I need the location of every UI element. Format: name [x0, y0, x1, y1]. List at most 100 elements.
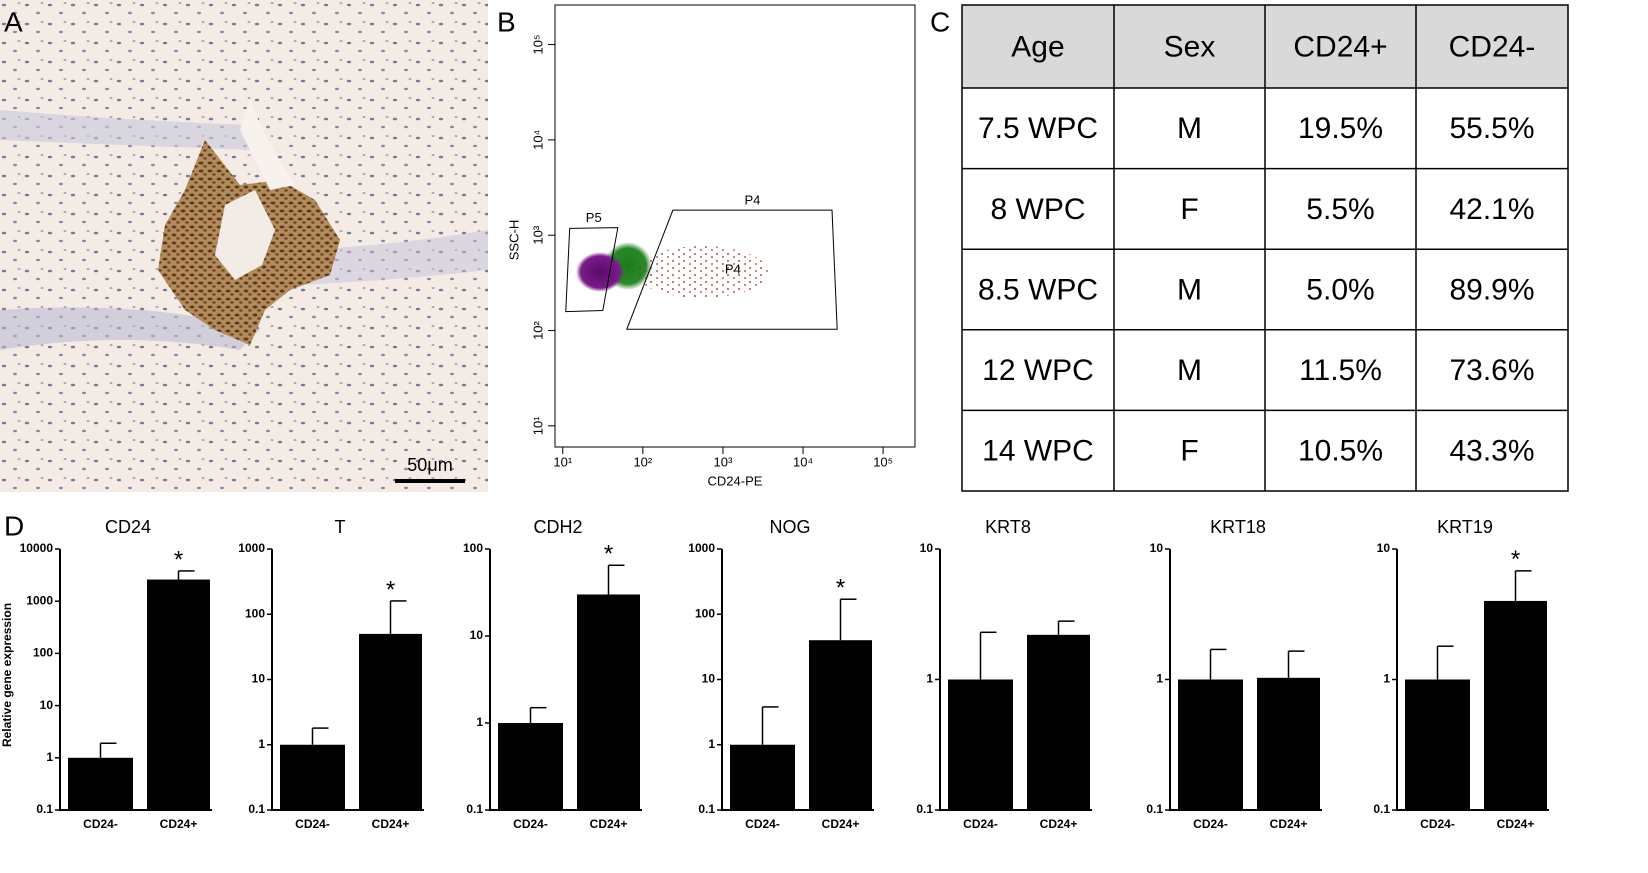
table-cell: M: [1177, 273, 1202, 306]
y-tick-label: 1: [926, 672, 933, 686]
table-cell: 7.5 WPC: [978, 112, 1098, 145]
gate: [565, 227, 619, 313]
event-clouds: [576, 242, 768, 298]
y-tick-label: 10: [1377, 541, 1391, 555]
bar: [280, 744, 345, 810]
y-tick-label: 1: [258, 737, 265, 751]
y-tick-label: 10: [252, 672, 266, 686]
table-header-cell: CD24+: [1293, 30, 1387, 63]
table-cell: 5.0%: [1306, 273, 1374, 306]
table-cell: 5.5%: [1306, 193, 1374, 226]
bar: [1027, 634, 1090, 810]
table-cell: 19.5%: [1298, 112, 1383, 145]
table-cell: M: [1177, 112, 1202, 145]
x-tick-label: CD24-: [963, 817, 998, 831]
table-cell: 8.5 WPC: [978, 273, 1098, 306]
y-tick-label: 1: [1156, 672, 1163, 686]
y-tick-label: 10: [920, 541, 934, 555]
plot-frame: [554, 4, 916, 448]
y-tick-label: 100: [463, 541, 483, 555]
x-tick-label: CD24+: [1270, 817, 1308, 831]
y-tick-label: 10: [702, 672, 716, 686]
table-cell: 10.5%: [1298, 435, 1383, 468]
x-tick-label: CD24-: [1193, 817, 1228, 831]
bar: [577, 594, 640, 810]
table-cell: 55.5%: [1449, 112, 1534, 145]
table-cell: F: [1180, 193, 1198, 226]
bar: [498, 723, 563, 810]
y-tick-label: 1000: [688, 541, 715, 555]
gate-label: P5: [586, 210, 602, 225]
x-tick-label: CD24+: [1497, 817, 1535, 831]
table-header-cell: Age: [1011, 30, 1064, 63]
x-tick-label: CD24+: [160, 817, 198, 831]
table-cell: 8 WPC: [990, 193, 1085, 226]
y-tick-label: 1: [476, 715, 483, 729]
panel-label: D: [4, 510, 24, 541]
bar: [1484, 600, 1547, 810]
population-label: P4: [725, 262, 741, 277]
bar: [809, 640, 872, 810]
x-tick-label: 10⁵: [873, 454, 893, 469]
x-tick-label: CD24+: [1040, 817, 1078, 831]
bar: [730, 744, 795, 810]
bar: [359, 633, 422, 810]
significance-mark: *: [386, 576, 395, 603]
y-tick-label: 0.1: [698, 802, 715, 816]
bar: [68, 757, 133, 810]
y-tick-label: 100: [245, 606, 265, 620]
y-tick-label: 0.1: [36, 802, 53, 816]
x-tick-label: CD24-: [1420, 817, 1455, 831]
significance-mark: *: [1511, 546, 1520, 573]
table-cell: M: [1177, 354, 1202, 387]
table-cell: 12 WPC: [982, 354, 1094, 387]
y-tick-label: 10³: [530, 225, 545, 244]
chart-title: NOG: [769, 517, 810, 537]
chart-title: CDH2: [533, 517, 582, 537]
y-axis-title: SSC-H: [506, 220, 521, 260]
x-tick-label: 10⁴: [793, 454, 813, 469]
significance-mark: *: [836, 575, 845, 602]
y-tick-label: 1000: [26, 593, 53, 607]
x-tick-label: CD24-: [513, 817, 548, 831]
y-tick-label: 0.1: [1146, 802, 1163, 816]
x-tick-label: 10³: [714, 454, 733, 469]
significance-mark: *: [174, 546, 183, 573]
table-cell: 89.9%: [1449, 273, 1534, 306]
gate: [626, 209, 838, 330]
bar: [1257, 677, 1320, 810]
y-tick-label: 10⁴: [530, 130, 545, 150]
x-tick-label: CD24-: [83, 817, 118, 831]
y-tick-label: 10¹: [530, 416, 545, 435]
x-tick-label: CD24-: [295, 817, 330, 831]
x-tick-label: 10¹: [553, 454, 572, 469]
histology-image: 50μm: [0, 0, 488, 492]
panel-label: B: [497, 6, 516, 37]
chart-title: T: [335, 517, 346, 537]
x-tick-label: CD24-: [745, 817, 780, 831]
y-tick-label: 100: [33, 646, 53, 660]
chart-title: KRT8: [985, 517, 1031, 537]
table-header-cell: Sex: [1164, 30, 1216, 63]
y-tick-label: 10²: [530, 320, 545, 339]
y-axis-title: Relative gene expression: [0, 603, 14, 747]
significance-mark: *: [604, 541, 613, 568]
y-tick-label: 1000: [238, 541, 265, 555]
panel-label: A: [4, 6, 23, 37]
y-tick-label: 10⁵: [530, 35, 545, 55]
table-cell: 14 WPC: [982, 435, 1094, 468]
x-tick-label: 10²: [633, 454, 652, 469]
y-tick-label: 1: [708, 737, 715, 751]
bar: [1178, 679, 1243, 810]
y-tick-label: 1: [1383, 672, 1390, 686]
y-tick-label: 100: [695, 606, 715, 620]
table-cell: 43.3%: [1449, 435, 1534, 468]
gate-label: P4: [744, 193, 760, 208]
y-tick-label: 0.1: [916, 802, 933, 816]
x-tick-label: CD24+: [372, 817, 410, 831]
table-header-cell: CD24-: [1449, 30, 1536, 63]
table-cell: F: [1180, 435, 1198, 468]
scale-bar-label: 50μm: [407, 455, 452, 475]
bar: [147, 579, 210, 810]
